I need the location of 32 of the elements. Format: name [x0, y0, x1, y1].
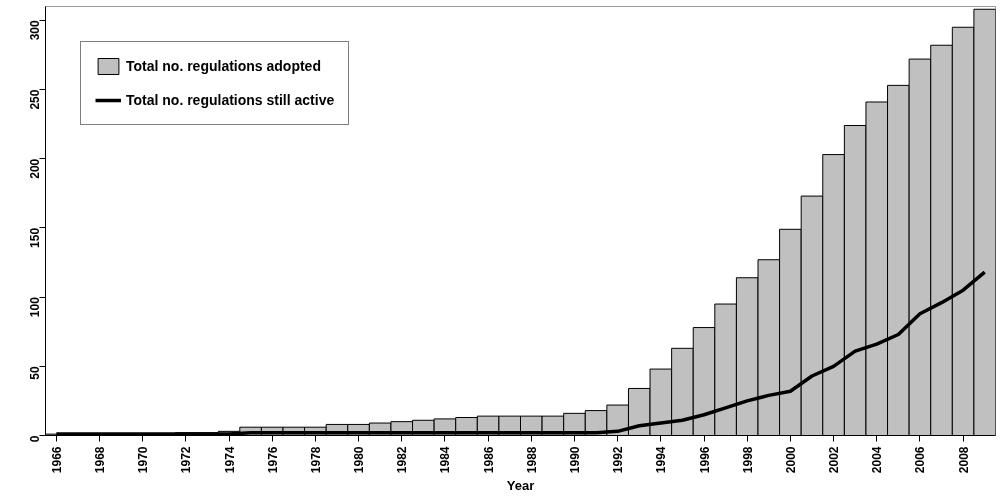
legend-label: Total no. regulations adopted	[126, 58, 321, 74]
x-tick-label: 1990	[567, 446, 582, 474]
x-tick-label: 1998	[740, 446, 755, 474]
x-tick-label: 1988	[524, 446, 539, 474]
x-tick-label: 1978	[308, 446, 323, 474]
x-tick-label: 2002	[827, 446, 842, 474]
x-tick-label: 2006	[913, 446, 928, 474]
y-tick-label: 150	[28, 227, 42, 248]
y-tick-label: 300	[28, 20, 42, 41]
x-tick-label: 1984	[438, 446, 453, 474]
x-tick-label: 1974	[222, 446, 237, 474]
x-tick-label: 2004	[870, 446, 885, 474]
x-tick-label: 1980	[352, 446, 367, 474]
x-tick-label: 2008	[956, 446, 971, 474]
x-axis-title: Year	[506, 478, 535, 494]
x-tick-label: 1986	[481, 446, 496, 474]
x-tick-label: 1982	[395, 446, 410, 474]
x-tick-label: 1994	[654, 446, 669, 474]
y-tick-label: 50	[28, 365, 42, 380]
legend-label: Total no. regulations still active	[126, 92, 335, 108]
x-tick-label: 1972	[179, 446, 194, 474]
y-tick-label: 0	[28, 435, 42, 443]
x-tick-label: 1976	[265, 446, 280, 474]
x-tick-label: 1968	[92, 446, 107, 474]
y-tick-label: 200	[28, 158, 42, 179]
x-tick-label: 1996	[697, 446, 712, 474]
x-tick-label: 1992	[611, 446, 626, 474]
y-tick-label: 250	[28, 89, 42, 110]
x-tick-label: 1966	[49, 446, 64, 474]
x-tick-label: 1970	[136, 446, 151, 474]
y-tick-label: 100	[28, 296, 42, 318]
x-tick-label: 2000	[783, 446, 798, 474]
